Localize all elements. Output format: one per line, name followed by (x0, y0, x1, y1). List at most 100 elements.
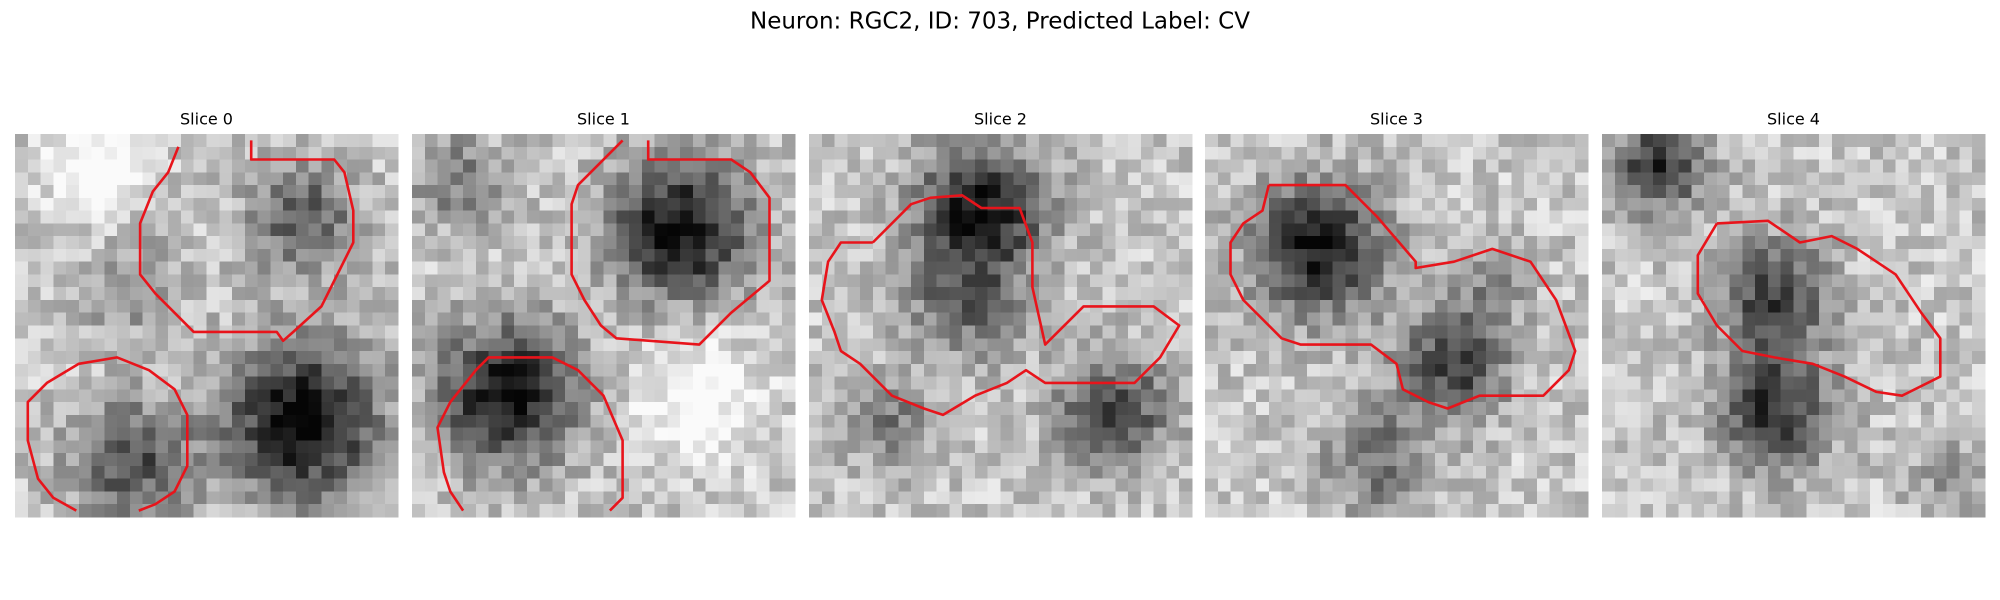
pixel (641, 287, 656, 301)
pixel (603, 223, 617, 237)
pixel (244, 197, 259, 212)
pixel (1332, 376, 1346, 390)
pixel (1653, 402, 1667, 416)
pixel (142, 389, 156, 403)
pixel (385, 363, 399, 378)
pixel (680, 159, 694, 173)
pixel (1704, 287, 1718, 301)
pixel (1678, 325, 1692, 339)
pixel (1933, 453, 1948, 467)
pixel (53, 453, 67, 467)
pixel (923, 427, 938, 441)
pixel (232, 197, 246, 212)
pixel (1575, 402, 1589, 416)
pixel (1140, 146, 1155, 161)
pixel (359, 376, 373, 390)
pixel (1256, 414, 1270, 429)
pixel (885, 223, 899, 237)
pixel (1166, 236, 1180, 250)
pixel (66, 389, 80, 403)
pixel (1332, 159, 1346, 173)
pixel (936, 478, 950, 492)
pixel (78, 146, 93, 161)
pixel (1345, 274, 1359, 288)
pixel (1319, 172, 1334, 186)
pixel (1678, 427, 1692, 441)
pixel (1383, 312, 1397, 326)
pixel (1089, 363, 1104, 378)
pixel (308, 376, 322, 390)
pixel (705, 389, 719, 403)
pixel (372, 478, 386, 492)
pixel (66, 491, 80, 505)
pixel (1485, 274, 1500, 288)
pixel (1959, 453, 1973, 467)
pixel (1422, 210, 1436, 224)
pixel (923, 134, 938, 148)
pixel (155, 146, 169, 161)
pixel (1077, 223, 1091, 237)
pixel (501, 478, 515, 492)
pixel (1640, 414, 1654, 429)
pixel (1767, 453, 1782, 467)
pixel (1959, 491, 1973, 505)
pixel (1383, 491, 1397, 505)
pixel (629, 427, 643, 441)
pixel (1627, 427, 1641, 441)
pixel (1422, 299, 1436, 314)
pixel (1640, 504, 1654, 518)
pixel (1575, 261, 1589, 275)
pixel (180, 287, 195, 301)
pixel (346, 134, 361, 148)
pixel (1627, 376, 1641, 390)
pixel (1870, 504, 1884, 518)
pixel (232, 274, 246, 288)
pixel (193, 312, 207, 326)
pixel (1742, 402, 1756, 416)
pixel (1729, 197, 1743, 212)
pixel (1256, 453, 1270, 467)
pixel (731, 453, 745, 467)
pixel (1627, 146, 1641, 161)
pixel (1268, 287, 1283, 301)
pixel (437, 376, 451, 390)
pixel (1243, 287, 1257, 301)
pixel (1038, 197, 1053, 212)
pixel (1665, 223, 1680, 237)
pixel (872, 146, 887, 161)
pixel (629, 248, 643, 263)
pixel (885, 274, 899, 288)
pixel (769, 197, 783, 212)
pixel (911, 427, 925, 441)
pixel (898, 223, 912, 237)
pixel (539, 325, 553, 339)
pixel (1217, 338, 1232, 352)
pixel (1294, 325, 1308, 339)
pixel (1857, 338, 1871, 352)
pixel (731, 236, 745, 250)
pixel (1434, 465, 1449, 480)
pixel (1447, 185, 1461, 199)
pixel (1562, 389, 1576, 403)
pixel (1038, 299, 1053, 314)
pixel (463, 465, 477, 480)
pixel (1217, 465, 1232, 480)
pixel (526, 299, 541, 314)
pixel (1179, 159, 1193, 173)
pixel (1460, 287, 1474, 301)
pixel (1819, 248, 1833, 263)
pixel (1013, 504, 1027, 518)
pixel (1064, 299, 1078, 314)
pixel (756, 465, 770, 480)
pixel (1767, 299, 1782, 314)
slice-image (1205, 134, 1589, 518)
pixel (321, 376, 335, 390)
pixel (1691, 465, 1705, 480)
pixel (1396, 223, 1410, 237)
pixel (1089, 504, 1104, 518)
pixel (1959, 389, 1973, 403)
pixel (1536, 197, 1551, 212)
pixel (359, 261, 373, 275)
pixel (692, 325, 707, 339)
pixel (1026, 312, 1040, 326)
